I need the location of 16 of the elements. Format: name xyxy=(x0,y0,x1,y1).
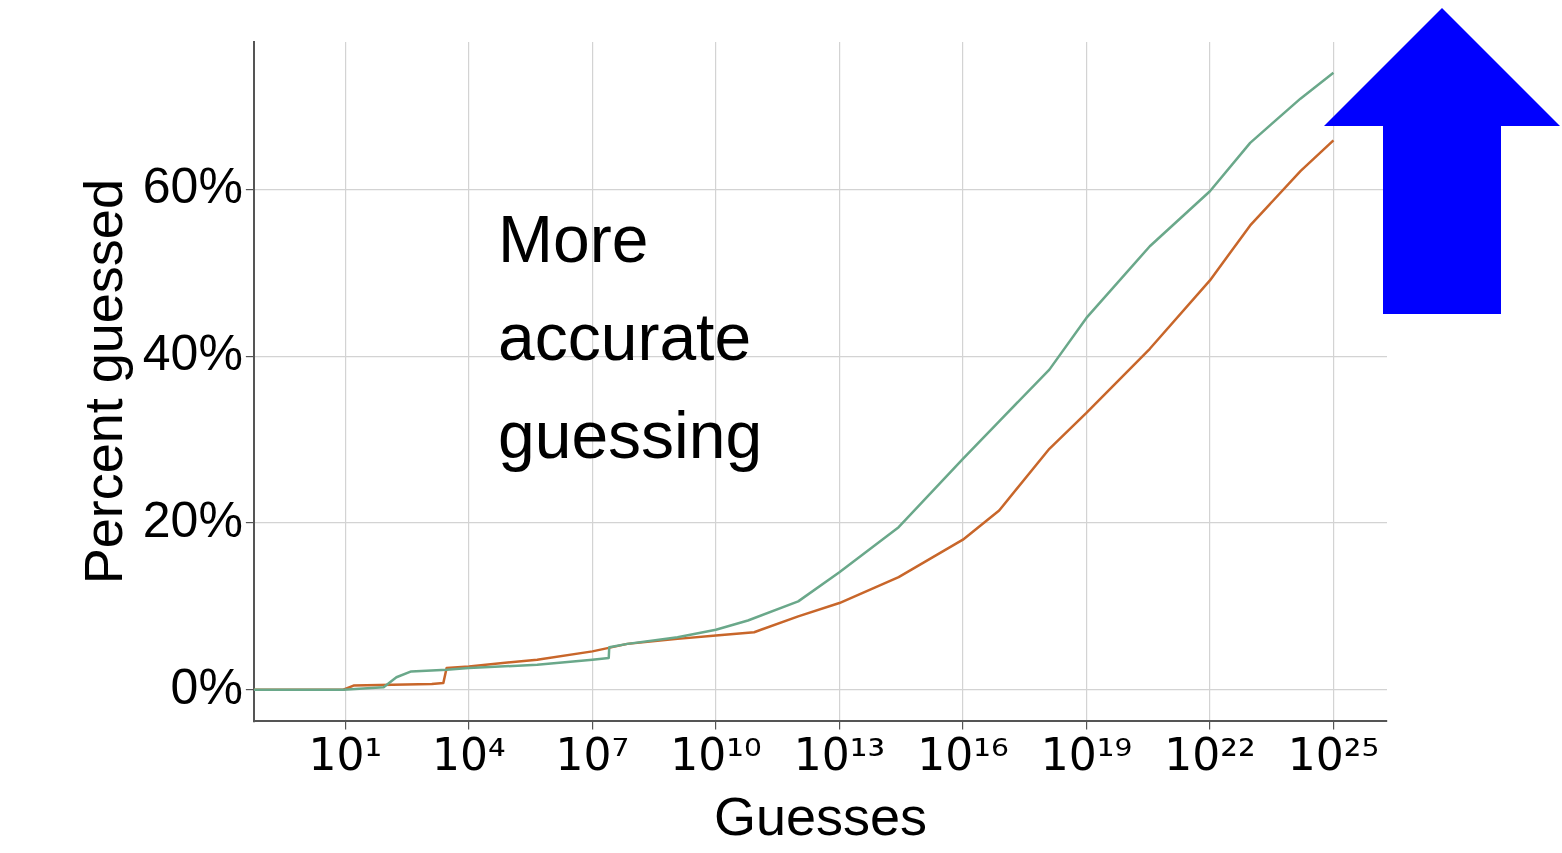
y-tick-label: 0% xyxy=(170,658,243,715)
x-tick-label: 10¹⁰ xyxy=(670,729,762,781)
x-tick-label: 10²⁵ xyxy=(1287,729,1380,781)
y-tick-label: 20% xyxy=(142,491,243,548)
x-tick-label: 10²² xyxy=(1164,729,1256,781)
x-tick-label: 10⁷ xyxy=(555,729,630,781)
annotation: More accurate guessing xyxy=(498,201,764,474)
y-tick-label: 60% xyxy=(142,158,243,215)
x-tick-label: 10¹⁶ xyxy=(917,729,1009,781)
y-axis-title: Percent guessed xyxy=(73,179,134,585)
x-tick-label: 10⁴ xyxy=(432,729,506,781)
y-tick-label: 40% xyxy=(142,325,243,382)
x-tick-label: 10¹³ xyxy=(793,729,886,781)
x-tick-label: 10¹ xyxy=(308,729,383,781)
x-tick-label: 10¹⁹ xyxy=(1040,729,1133,781)
x-axis-title: Guesses xyxy=(713,786,927,847)
